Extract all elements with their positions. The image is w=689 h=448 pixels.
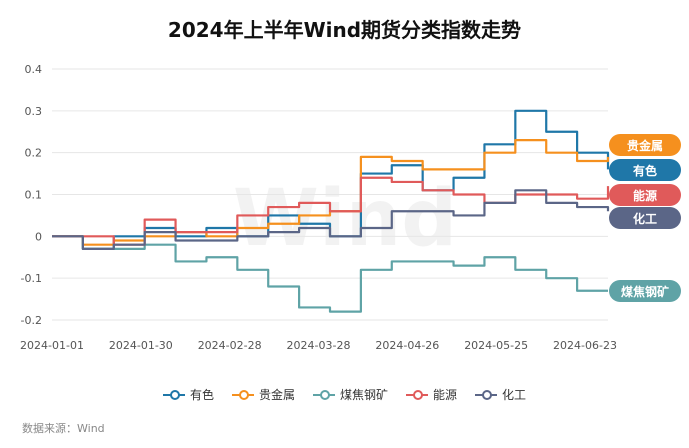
- series-line-huagong: [52, 189, 610, 250]
- end-label-meijiao: 煤焦钢矿: [609, 280, 681, 302]
- legend-label-huagong: 化工: [502, 388, 527, 402]
- chart-title: 2024年上半年Wind期货分类指数走势: [167, 18, 522, 42]
- legend-label-guijinshu: 贵金属: [258, 388, 295, 402]
- legend-label-youse: 有色: [189, 388, 214, 402]
- legend-item-guijinshu[interactable]: 贵金属: [231, 386, 295, 403]
- legend-item-meijiao[interactable]: 煤焦钢矿: [312, 386, 388, 403]
- y-tick-label: 0.4: [25, 63, 43, 76]
- legend-swatch-meijiao: [312, 389, 335, 400]
- legend-item-nengyuan[interactable]: 能源: [406, 386, 457, 403]
- watermark-text: Wind: [233, 174, 457, 264]
- x-tick-label: 2024-06-23: [553, 339, 617, 352]
- y-tick-label: 0: [35, 230, 42, 243]
- legend-swatch-huagong: [475, 389, 498, 400]
- x-tick-label: 2024-03-28: [287, 339, 351, 352]
- legend-label-meijiao: 煤焦钢矿: [339, 388, 388, 402]
- end-label-guijinshu: 贵金属: [609, 134, 681, 156]
- x-tick-label: 2024-05-25: [464, 339, 528, 352]
- x-tick-label: 2024-04-26: [375, 339, 439, 352]
- end-label-youse: 有色: [609, 159, 681, 181]
- x-tick-label: 2024-02-28: [198, 339, 262, 352]
- legend-swatch-nengyuan: [406, 389, 428, 400]
- legend-item-youse[interactable]: 有色: [162, 386, 214, 403]
- legend-label-nengyuan: 能源: [433, 388, 458, 402]
- x-tick-label: 2024-01-01: [20, 339, 84, 352]
- end-label-nengyuan: 能源: [609, 184, 681, 206]
- y-tick-label: 0.2: [25, 147, 43, 160]
- data-source-note: 数据来源：Wind: [22, 422, 105, 435]
- series-line-meijiao: [52, 235, 608, 313]
- y-tick-label: -0.2: [21, 314, 42, 327]
- legend: 有色 贵金属 煤焦钢矿 能源 化工: [0, 386, 689, 403]
- x-tick-label: 2024-01-30: [109, 339, 173, 352]
- legend-swatch-guijinshu: [231, 389, 254, 400]
- y-tick-label: 0.1: [25, 189, 43, 202]
- y-tick-label: -0.1: [21, 272, 42, 285]
- end-label-huagong: 化工: [609, 207, 681, 229]
- y-tick-label: 0.3: [25, 105, 43, 118]
- legend-item-huagong[interactable]: 化工: [475, 386, 526, 403]
- legend-swatch-youse: [162, 389, 185, 400]
